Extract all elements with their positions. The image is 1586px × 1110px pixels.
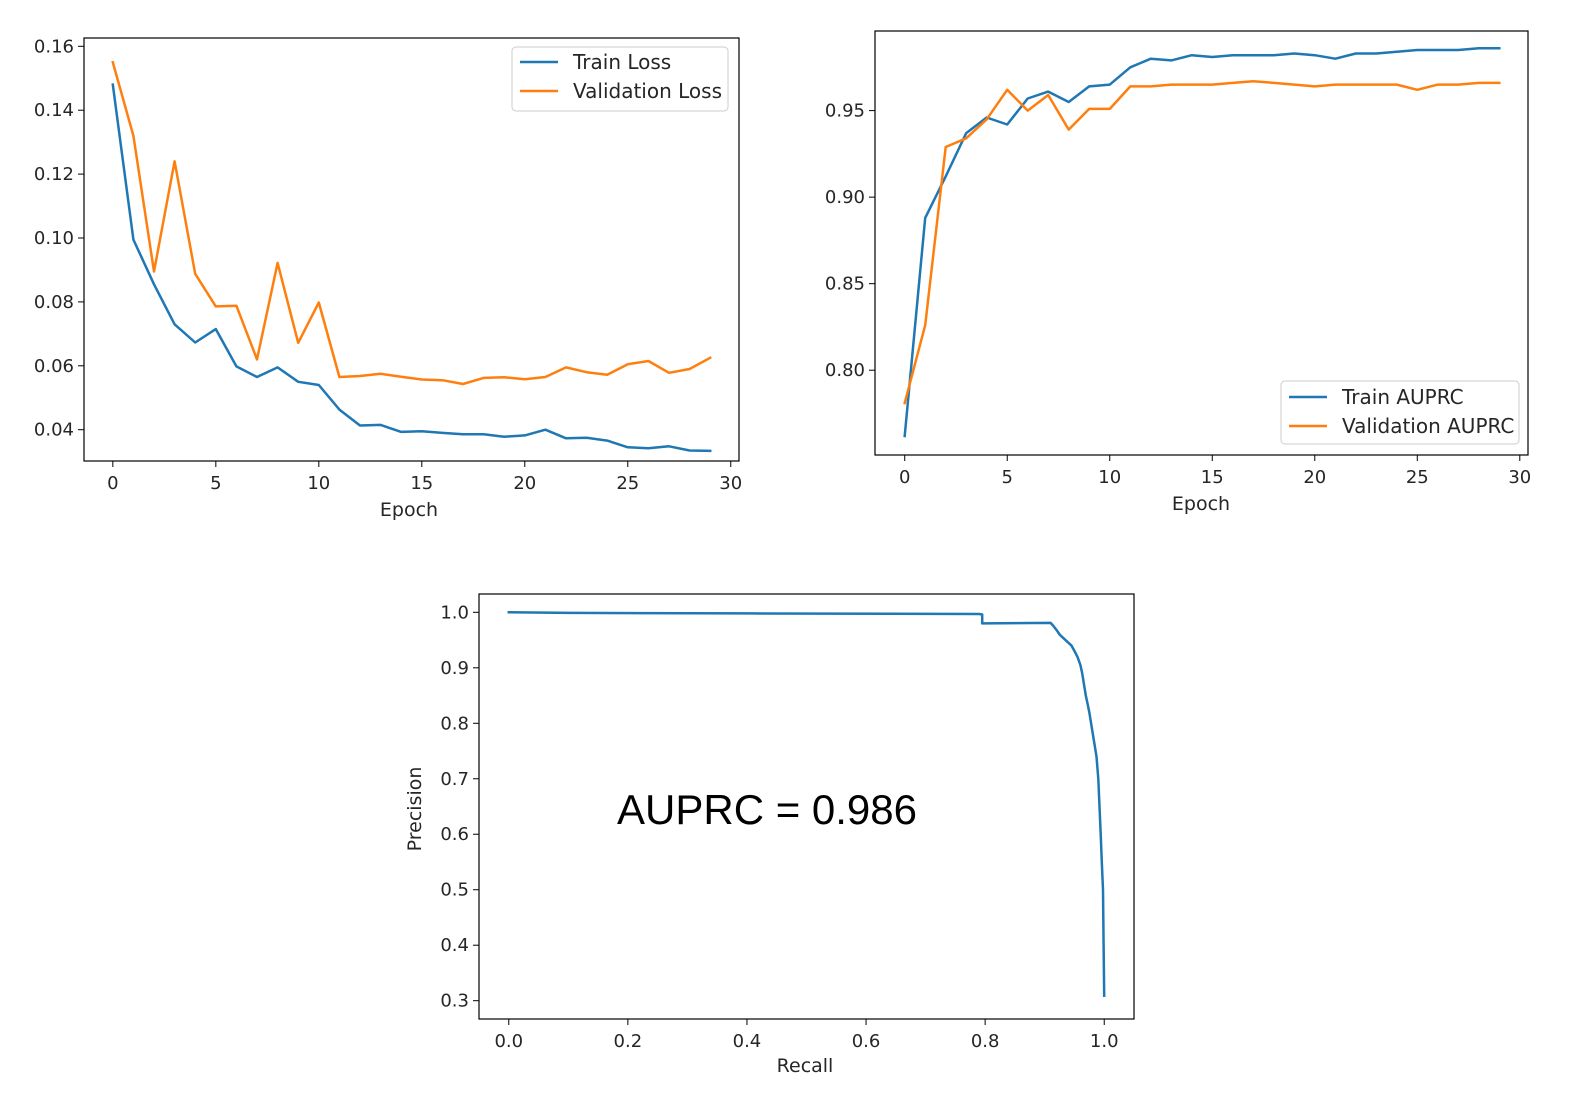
- pr-curve-chart-x-axis-label: Recall: [777, 1055, 834, 1077]
- loss-y-tick-label: 0.06: [34, 356, 74, 377]
- auprc-chart-lines: [903, 47, 1501, 438]
- pr-y-tick-label: 0.7: [440, 769, 469, 790]
- pr-y-tick-label: 0.9: [440, 658, 469, 679]
- pr-x-tick-label: 0.8: [971, 1031, 1000, 1052]
- auprc-y-tick-label: 0.80: [825, 360, 865, 381]
- pr-y-tick-label: 0.5: [440, 880, 469, 901]
- loss-y-tick-label: 0.08: [34, 292, 74, 313]
- loss-y-tick-label: 0.16: [34, 36, 74, 57]
- auprc-annotation: AUPRC = 0.986: [617, 786, 917, 833]
- loss-series-train-loss-line: [111, 83, 712, 453]
- pr-x-tick-label: 0.4: [733, 1031, 762, 1052]
- loss-series-validation-loss-line: [111, 60, 712, 386]
- auprc-x-tick-label: 25: [1406, 467, 1429, 488]
- pr-y-tick-label: 0.3: [440, 991, 469, 1012]
- pr-curve-chart-plot-frame: [478, 593, 1135, 1020]
- pr-x-tick-label: 0.0: [494, 1031, 523, 1052]
- loss-x-tick-label: 10: [307, 473, 330, 494]
- pr-y-tick-label: 0.6: [440, 824, 469, 845]
- auprc-x-tick-label: 15: [1201, 467, 1224, 488]
- pr-y-tick-label: 1.0: [440, 602, 469, 623]
- loss-y-tick-label: 0.10: [34, 228, 74, 249]
- auprc-series-validation-auprc-line: [903, 79, 1501, 405]
- loss-x-tick-label: 20: [513, 473, 536, 494]
- loss-chart-lines: [111, 60, 712, 453]
- legend-label-validation-loss: Validation Loss: [573, 79, 722, 103]
- loss-y-tick-label: 0.14: [34, 100, 74, 121]
- pr-y-tick-label: 0.4: [440, 935, 469, 956]
- auprc-y-tick-label: 0.90: [825, 187, 865, 208]
- loss-y-tick-label: 0.04: [34, 420, 74, 441]
- loss-x-tick-label: 30: [719, 473, 742, 494]
- legend-label-train-loss: Train Loss: [572, 50, 671, 74]
- pr-x-tick-label: 0.6: [852, 1031, 881, 1052]
- pr-x-tick-label: 1.0: [1090, 1031, 1119, 1052]
- legend-label-validation-auprc: Validation AUPRC: [1342, 414, 1514, 438]
- auprc-chart-plot-frame: [874, 30, 1529, 456]
- legend-frame: [511, 46, 729, 112]
- auprc-chart-y-ticks: 0.80 0.85 0.90 0.95: [825, 101, 875, 381]
- loss-chart-x-ticks: 0 5 10 15 20 25 30: [107, 461, 742, 494]
- auprc-x-tick-label: 0: [899, 467, 910, 488]
- loss-y-tick-label: 0.12: [34, 164, 74, 185]
- auprc-chart: 0 5 10 15 20 25 30 0.80 0.85 0.90 0.95 Epoch Trai…: [825, 30, 1531, 515]
- auprc-x-tick-label: 20: [1303, 467, 1326, 488]
- loss-chart-plot-frame: [83, 37, 740, 462]
- auprc-x-tick-label: 30: [1508, 467, 1531, 488]
- auprc-y-tick-label: 0.85: [825, 274, 865, 295]
- pr-curve-chart-y-ticks: 0.3 0.4 0.5 0.6 0.7 0.8 0.9 1.0: [440, 602, 479, 1012]
- loss-x-tick-label: 25: [616, 473, 639, 494]
- loss-chart-legend: Train Loss Validation Loss: [511, 46, 729, 112]
- loss-chart-y-ticks: 0.04 0.06 0.08 0.10 0.12 0.14 0.16: [34, 36, 84, 441]
- pr-curve-chart: 0.0 0.2 0.4 0.6 0.8 1.0 0.3 0.4 0.5 0.6 0.7 0.8 0.9…: [404, 593, 1135, 1077]
- auprc-series-train-auprc-line: [903, 47, 1501, 438]
- auprc-y-tick-label: 0.95: [825, 101, 865, 122]
- legend-frame: [1280, 380, 1520, 445]
- auprc-x-tick-label: 10: [1098, 467, 1121, 488]
- loss-x-tick-label: 15: [410, 473, 433, 494]
- auprc-chart-x-ticks: 0 5 10 15 20 25 30: [899, 455, 1531, 488]
- loss-chart: 0 5 10 15 20 25 30 0.04 0.06 0.08 0.10 0.12 0.14 0.1…: [34, 36, 742, 521]
- loss-x-tick-label: 5: [210, 473, 221, 494]
- pr-y-tick-label: 0.8: [440, 713, 469, 734]
- pr-curve-chart-lines: [507, 611, 1106, 997]
- auprc-chart-x-axis-label: Epoch: [1172, 493, 1230, 515]
- pr-curve-chart-y-axis-label: Precision: [404, 767, 426, 852]
- loss-chart-x-axis-label: Epoch: [380, 499, 438, 521]
- auprc-chart-legend: Train AUPRC Validation AUPRC: [1280, 380, 1520, 445]
- pr-curve-chart-x-ticks: 0.0 0.2 0.4 0.6 0.8 1.0: [494, 1019, 1119, 1052]
- loss-x-tick-label: 0: [107, 473, 118, 494]
- legend-label-train-auprc: Train AUPRC: [1341, 385, 1464, 409]
- pr-x-tick-label: 0.2: [614, 1031, 643, 1052]
- pr-series-curve-line: [507, 611, 1106, 997]
- auprc-x-tick-label: 5: [1002, 467, 1013, 488]
